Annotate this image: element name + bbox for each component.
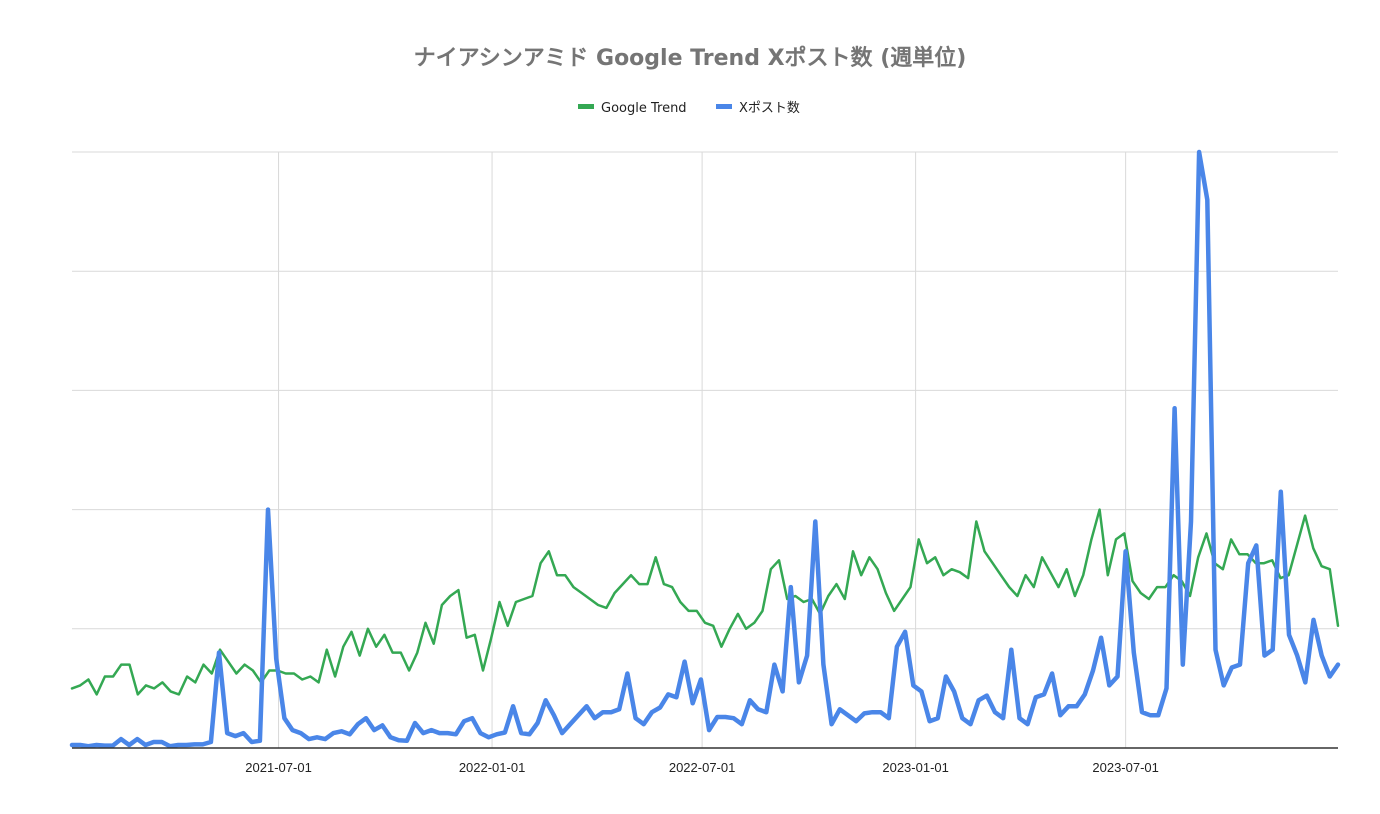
x-tick-label: 2023-07-01 <box>1092 760 1159 775</box>
x-tick-label: 2021-07-01 <box>245 760 312 775</box>
legend-swatch-x-posts <box>716 104 732 109</box>
series-lines <box>69 149 1341 749</box>
x-tick-label: 2023-01-01 <box>882 760 949 775</box>
legend-entry-google-trend[interactable]: Google Trend <box>578 101 687 116</box>
legend-label-x-posts: Xポスト数 <box>739 101 800 116</box>
chart-title: ナイアシンアミド Google Trend Xポスト数 (週単位) <box>414 45 967 71</box>
legend-label-google-trend: Google Trend <box>601 101 687 116</box>
legend-swatch-google-trend <box>578 104 594 109</box>
x-tick-label: 2022-01-01 <box>459 760 526 775</box>
gridlines <box>72 151 1338 748</box>
series-line-x-posts <box>69 149 1341 749</box>
series-line-google-trend <box>70 508 1340 696</box>
legend: Google Trend Xポスト数 <box>578 101 800 116</box>
x-axis-ticks: 2021-07-01 2022-01-01 2022-07-01 2023-01-01… <box>245 760 1159 775</box>
x-tick-label: 2022-07-01 <box>669 760 736 775</box>
legend-entry-x-posts[interactable]: Xポスト数 <box>716 101 800 116</box>
